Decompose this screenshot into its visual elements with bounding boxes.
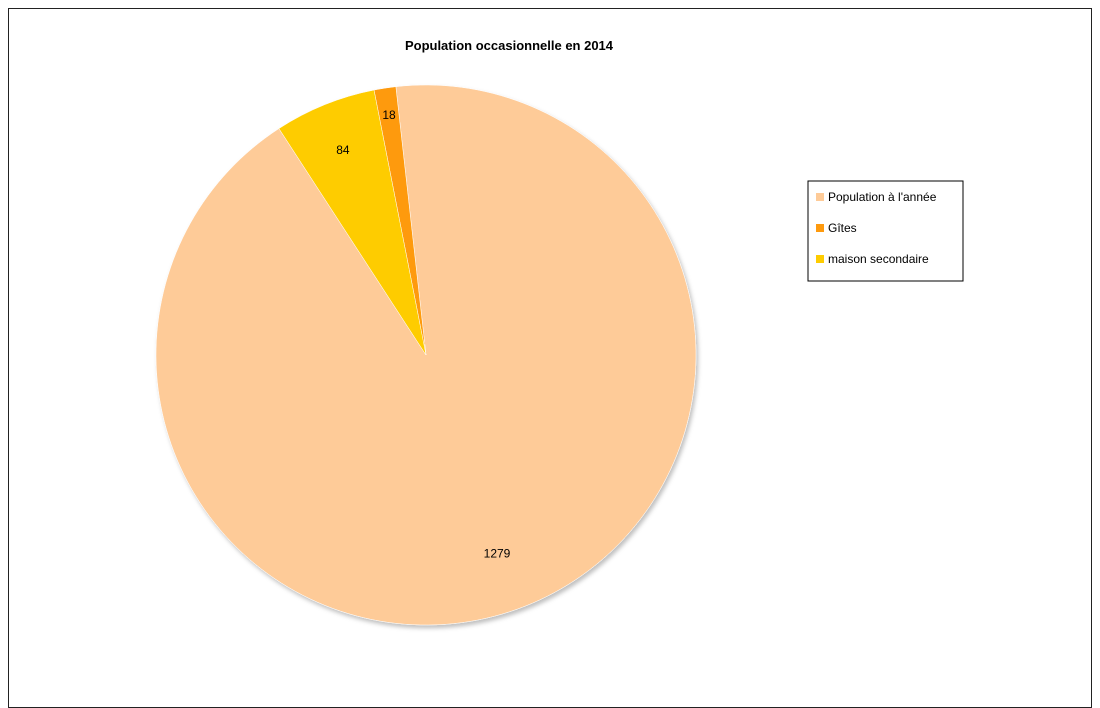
data-label-3: 84 [336, 143, 350, 157]
legend-swatch-3 [816, 255, 824, 263]
data-label-1: 1279 [484, 546, 511, 560]
pie-chart: Population occasionnelle en 2014 1279 18 8… [155, 38, 964, 626]
chart-area: Population occasionnelle en 2014 1279 18 8… [8, 8, 1092, 708]
legend-box [807, 180, 964, 282]
data-labels: 1279 18 84 [336, 108, 510, 560]
legend-swatch-2 [816, 224, 824, 232]
data-label-2: 18 [382, 108, 396, 122]
legend-label-3: maison secondaire [828, 252, 929, 266]
legend: Population à l'année Gîtes maison secondai… [807, 180, 964, 282]
legend-label-2: Gîtes [828, 221, 857, 235]
chart-title: Population occasionnelle en 2014 [405, 38, 614, 53]
pie-slices [155, 84, 697, 626]
pie-slice-3 [278, 89, 427, 356]
legend-label-1: Population à l'année [828, 190, 937, 204]
legend-swatch-1 [816, 193, 824, 201]
